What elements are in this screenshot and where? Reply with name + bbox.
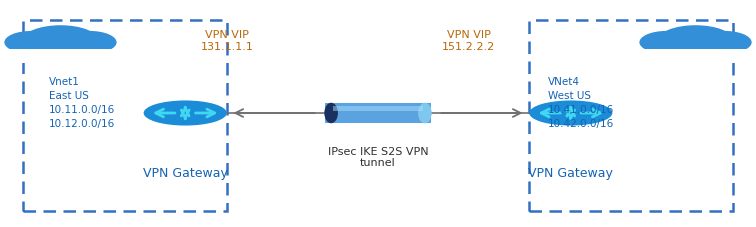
Ellipse shape xyxy=(5,32,58,54)
FancyBboxPatch shape xyxy=(325,103,431,124)
Ellipse shape xyxy=(23,26,98,56)
Ellipse shape xyxy=(52,40,98,61)
Ellipse shape xyxy=(687,40,733,61)
Circle shape xyxy=(529,101,612,126)
Text: VPN VIP
151.2.2.2: VPN VIP 151.2.2.2 xyxy=(442,30,495,52)
Text: VPN Gateway: VPN Gateway xyxy=(143,166,228,179)
Text: VNet4
West US
10.41.0.0/16
10.42.0.0/16: VNet4 West US 10.41.0.0/16 10.42.0.0/16 xyxy=(548,76,615,128)
Text: IPsec IKE S2S VPN
tunnel: IPsec IKE S2S VPN tunnel xyxy=(327,146,429,167)
Ellipse shape xyxy=(640,32,693,54)
FancyBboxPatch shape xyxy=(0,49,122,64)
Ellipse shape xyxy=(63,32,116,54)
Ellipse shape xyxy=(698,32,751,54)
FancyBboxPatch shape xyxy=(633,49,756,64)
FancyBboxPatch shape xyxy=(333,106,423,111)
Text: Vnet1
East US
10.11.0.0/16
10.12.0.0/16: Vnet1 East US 10.11.0.0/16 10.12.0.0/16 xyxy=(49,76,116,128)
Ellipse shape xyxy=(418,103,432,124)
Ellipse shape xyxy=(658,26,733,56)
Text: VPN VIP
131.1.1.1: VPN VIP 131.1.1.1 xyxy=(200,30,253,52)
Ellipse shape xyxy=(658,40,704,61)
Ellipse shape xyxy=(324,103,338,124)
Ellipse shape xyxy=(23,40,69,61)
Text: VPN Gateway: VPN Gateway xyxy=(528,166,613,179)
Circle shape xyxy=(144,101,227,126)
